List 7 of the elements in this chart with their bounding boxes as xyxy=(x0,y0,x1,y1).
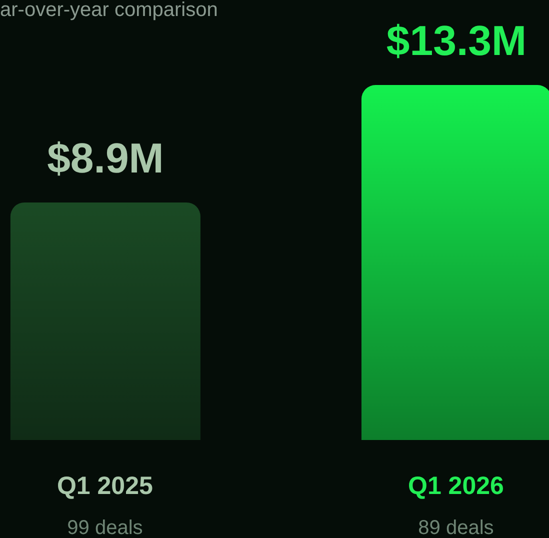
data-label: $13.3M xyxy=(386,17,527,64)
text: 89 deals xyxy=(418,517,494,538)
x-tick-label: Q1 2026 xyxy=(408,472,504,500)
text: 99 deals xyxy=(67,517,143,538)
x-tick-label: Q1 2025 xyxy=(56,472,153,500)
data-label: $8.9M xyxy=(47,134,164,182)
chart-subtitle: ar-over-year comparison xyxy=(0,0,218,22)
